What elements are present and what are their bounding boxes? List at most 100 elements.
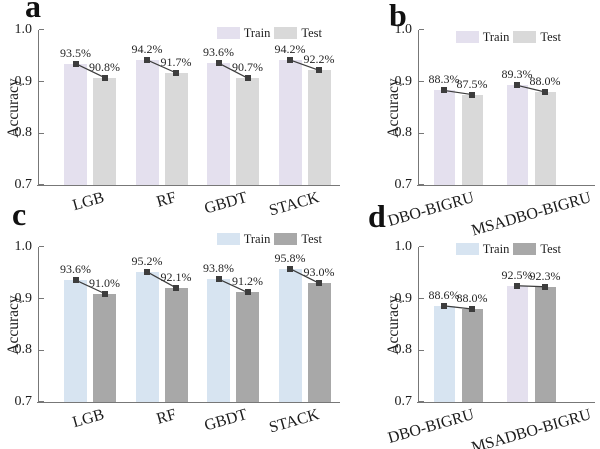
y-tick — [419, 132, 424, 134]
bar-train — [278, 268, 302, 402]
bar-train — [64, 280, 87, 402]
y-axis-title: Accuracy — [385, 294, 402, 355]
bar-test — [307, 70, 331, 185]
value-label: 93.6% — [60, 262, 91, 277]
bar-test — [534, 286, 556, 402]
legend-swatch-test — [274, 27, 298, 39]
legend-label: Train — [482, 30, 510, 44]
data-marker — [514, 282, 520, 289]
legend-swatch-test — [274, 233, 298, 245]
data-marker — [101, 74, 108, 81]
legend-label: Test — [540, 30, 561, 44]
value-label: 91.0% — [89, 275, 120, 290]
value-label: 92.5% — [501, 267, 533, 282]
value-label: 87.5% — [456, 76, 488, 91]
y-tick-label: 0.8 — [14, 125, 33, 141]
y-tick-label: 1.0 — [394, 22, 413, 37]
legend-label: Test — [301, 232, 322, 246]
value-label: 92.2% — [303, 52, 335, 67]
panel-letter-c: c — [12, 196, 27, 232]
legend-label: Train — [243, 26, 271, 40]
y-tick — [419, 401, 424, 403]
y-tick — [39, 29, 44, 31]
connector-line — [75, 63, 105, 79]
legend-swatch-train — [216, 233, 240, 245]
data-marker — [215, 60, 222, 67]
y-tick — [419, 246, 424, 248]
y-tick-label: 1.0 — [14, 239, 33, 254]
y-tick-label: 0.8 — [394, 342, 413, 358]
value-label: 95.8% — [274, 250, 306, 265]
y-axis — [38, 30, 39, 185]
y-tick — [419, 29, 424, 31]
data-marker — [173, 69, 179, 76]
y-tick-label: 0.7 — [14, 177, 33, 192]
panel-letter-d: d — [368, 198, 386, 234]
data-marker — [144, 56, 150, 63]
y-tick — [39, 184, 44, 186]
bar-test — [534, 92, 556, 185]
legend: Train Test — [216, 232, 326, 246]
bar-train — [506, 85, 528, 185]
connector-lines — [443, 84, 546, 96]
panel-letter-a: a — [25, 0, 41, 24]
chart-panel-c: 93.6% 95.2% 93.8% 95.8% 91.0% 92.1% 91.2% 93.0%… — [0, 205, 355, 449]
y-tick-label: 0.9 — [394, 73, 413, 89]
legend-swatch-train — [455, 31, 479, 43]
y-tick — [39, 246, 44, 248]
bar-train — [278, 59, 302, 185]
bar-test — [461, 94, 483, 185]
y-axis — [418, 247, 419, 402]
legend-swatch-train — [455, 243, 479, 255]
bar-test — [307, 283, 331, 402]
value-label: 94.2% — [131, 41, 163, 56]
value-label: 91.2% — [232, 274, 263, 289]
chart-panel-a: 93.5% 94.2% 93.6% 94.2% 90.8% 91.7% 90.7% 92.2%… — [0, 0, 355, 220]
data-marker — [542, 89, 548, 95]
connector-line — [218, 278, 248, 294]
bar-train — [506, 285, 528, 402]
y-tick-label: 0.7 — [14, 394, 33, 409]
y-tick — [419, 80, 424, 82]
panel-letter-b: b — [389, 0, 407, 33]
connector-lines — [443, 285, 546, 310]
data-marker — [287, 265, 293, 272]
bar-train — [135, 271, 159, 402]
connector-line — [289, 59, 320, 71]
legend: Train Test — [216, 26, 326, 40]
y-tick-label: 0.8 — [394, 125, 413, 141]
x-axis — [37, 402, 340, 403]
connector-line — [146, 59, 177, 74]
data-marker — [287, 56, 293, 63]
legend-label: Test — [540, 242, 561, 256]
connector-line — [218, 62, 248, 79]
y-tick — [419, 184, 424, 186]
connector-line — [75, 279, 105, 295]
y-tick — [39, 297, 44, 299]
y-tick-label: 1.0 — [394, 239, 413, 254]
connector-line — [289, 268, 320, 284]
data-marker — [244, 289, 251, 296]
legend-label: Train — [243, 232, 271, 246]
data-marker — [542, 283, 548, 290]
data-marker — [469, 91, 475, 98]
y-tick — [419, 349, 424, 351]
value-label: 93.5% — [60, 45, 91, 60]
category-label: DBO-BIGRU — [386, 406, 477, 447]
legend-swatch-test — [513, 243, 537, 255]
legend: Train Test — [455, 30, 565, 44]
data-marker — [441, 87, 447, 94]
value-label: 89.3% — [501, 67, 533, 82]
y-tick-label: 0.7 — [394, 177, 413, 192]
legend-swatch-train — [216, 27, 240, 39]
data-marker — [514, 82, 520, 89]
bar-train — [433, 90, 455, 185]
data-marker — [101, 290, 108, 297]
bar-train — [433, 305, 455, 402]
bar-test — [93, 77, 116, 185]
bar-test — [236, 78, 259, 185]
connector-lines — [75, 268, 320, 295]
legend-label: Train — [482, 242, 510, 256]
value-label: 94.2% — [274, 41, 306, 56]
